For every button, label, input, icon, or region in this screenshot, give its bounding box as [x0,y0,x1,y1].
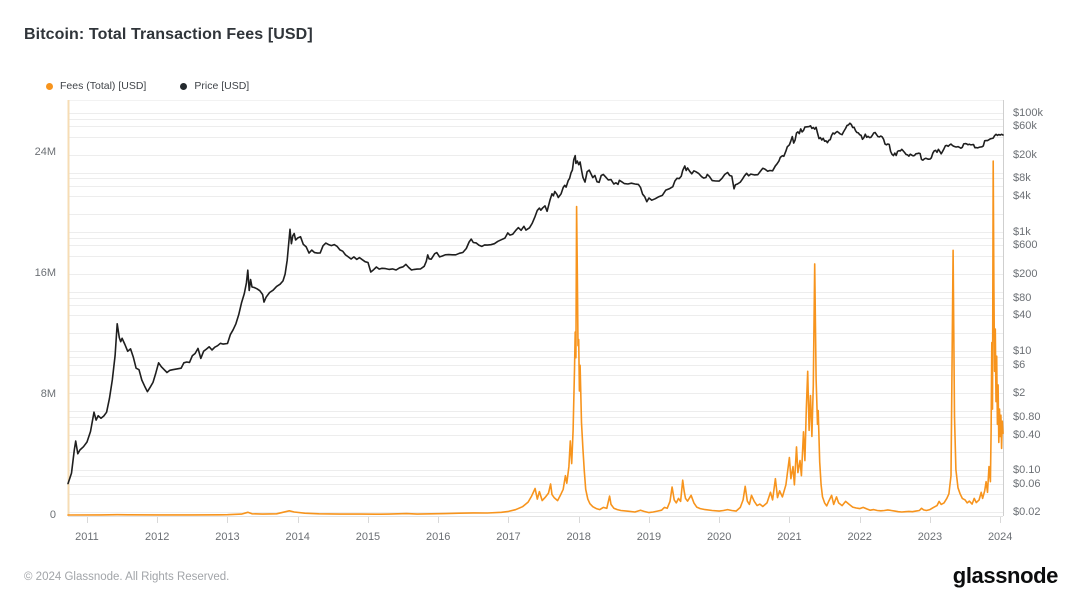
price-legend-dot-icon [180,82,188,90]
x-axis-tick-label: 2018 [566,531,591,543]
right-axis-tick-label: $600 [1013,239,1038,252]
x-axis-tick-label: 2019 [636,531,662,543]
x-axis-tick-label: 2013 [215,531,240,543]
right-axis-tick-label: $80 [1013,291,1032,304]
glassnode-logo: glassnode [952,563,1059,588]
x-axis-tick-label: 2023 [917,531,943,543]
x-axis-tick-label: 2012 [144,531,170,543]
chart-title: Bitcoin: Total Transaction Fees [USD] [24,26,313,43]
left-axis-tick-label: 0 [49,509,56,521]
right-axis-tick-label: $40 [1013,309,1032,322]
right-axis-tick-label: $6 [1013,358,1026,371]
right-axis-tick-label: $0.80 [1013,410,1041,423]
chart-legend: Fees (Total) [USD] Price [USD] [46,80,249,92]
left-axis-tick-label: 24M [34,146,56,158]
right-axis-tick-label: $0.40 [1013,428,1041,441]
right-axis-tick-label: $0.02 [1013,506,1041,519]
fees-legend-dot-icon [46,82,53,90]
x-axis-tick-label: 2022 [847,531,872,543]
right-axis-tick-label: $10 [1013,345,1032,358]
fees-legend-label: Fees (Total) [USD] [60,80,147,92]
copyright-text: © 2024 Glassnode. All Rights Reserved. [24,571,230,583]
right-axis-tick-label: $100k [1013,107,1043,120]
right-axis-tick-label: $0.10 [1013,464,1041,477]
x-axis-tick-label: 2024 [987,531,1013,543]
right-axis-tick-label: $8k [1013,172,1031,185]
right-axis-tick-label: $60k [1013,120,1037,133]
left-axis-tick-label: 16M [34,267,56,279]
x-axis-tick-label: 2011 [75,531,99,543]
right-axis-tick-label: $1k [1013,226,1031,239]
x-axis-tick-label: 2021 [777,531,802,543]
x-axis-tick-label: 2017 [496,531,521,543]
right-axis-tick-label: $4k [1013,190,1031,203]
x-axis-tick-label: 2016 [425,531,451,543]
chart-plot-area[interactable] [68,100,1003,516]
x-axis-tick-label: 2020 [706,531,732,543]
right-axis-tick-label: $2 [1013,386,1026,399]
legend-item-price[interactable]: Price [USD] [180,80,249,92]
price-series-line [67,122,1004,485]
x-axis-tick-label: 2014 [285,531,310,543]
right-axis-tick-label: $200 [1013,267,1038,280]
x-axis-tick-label: 2015 [355,531,381,543]
right-axis-tick-label: $20k [1013,148,1037,161]
price-legend-label: Price [USD] [194,80,250,92]
right-axis-tick-label: $0.06 [1013,477,1041,490]
fees-series-line [67,160,1004,516]
left-axis-tick-label: 8M [40,388,56,400]
legend-item-fees[interactable]: Fees (Total) [USD] [46,80,146,92]
